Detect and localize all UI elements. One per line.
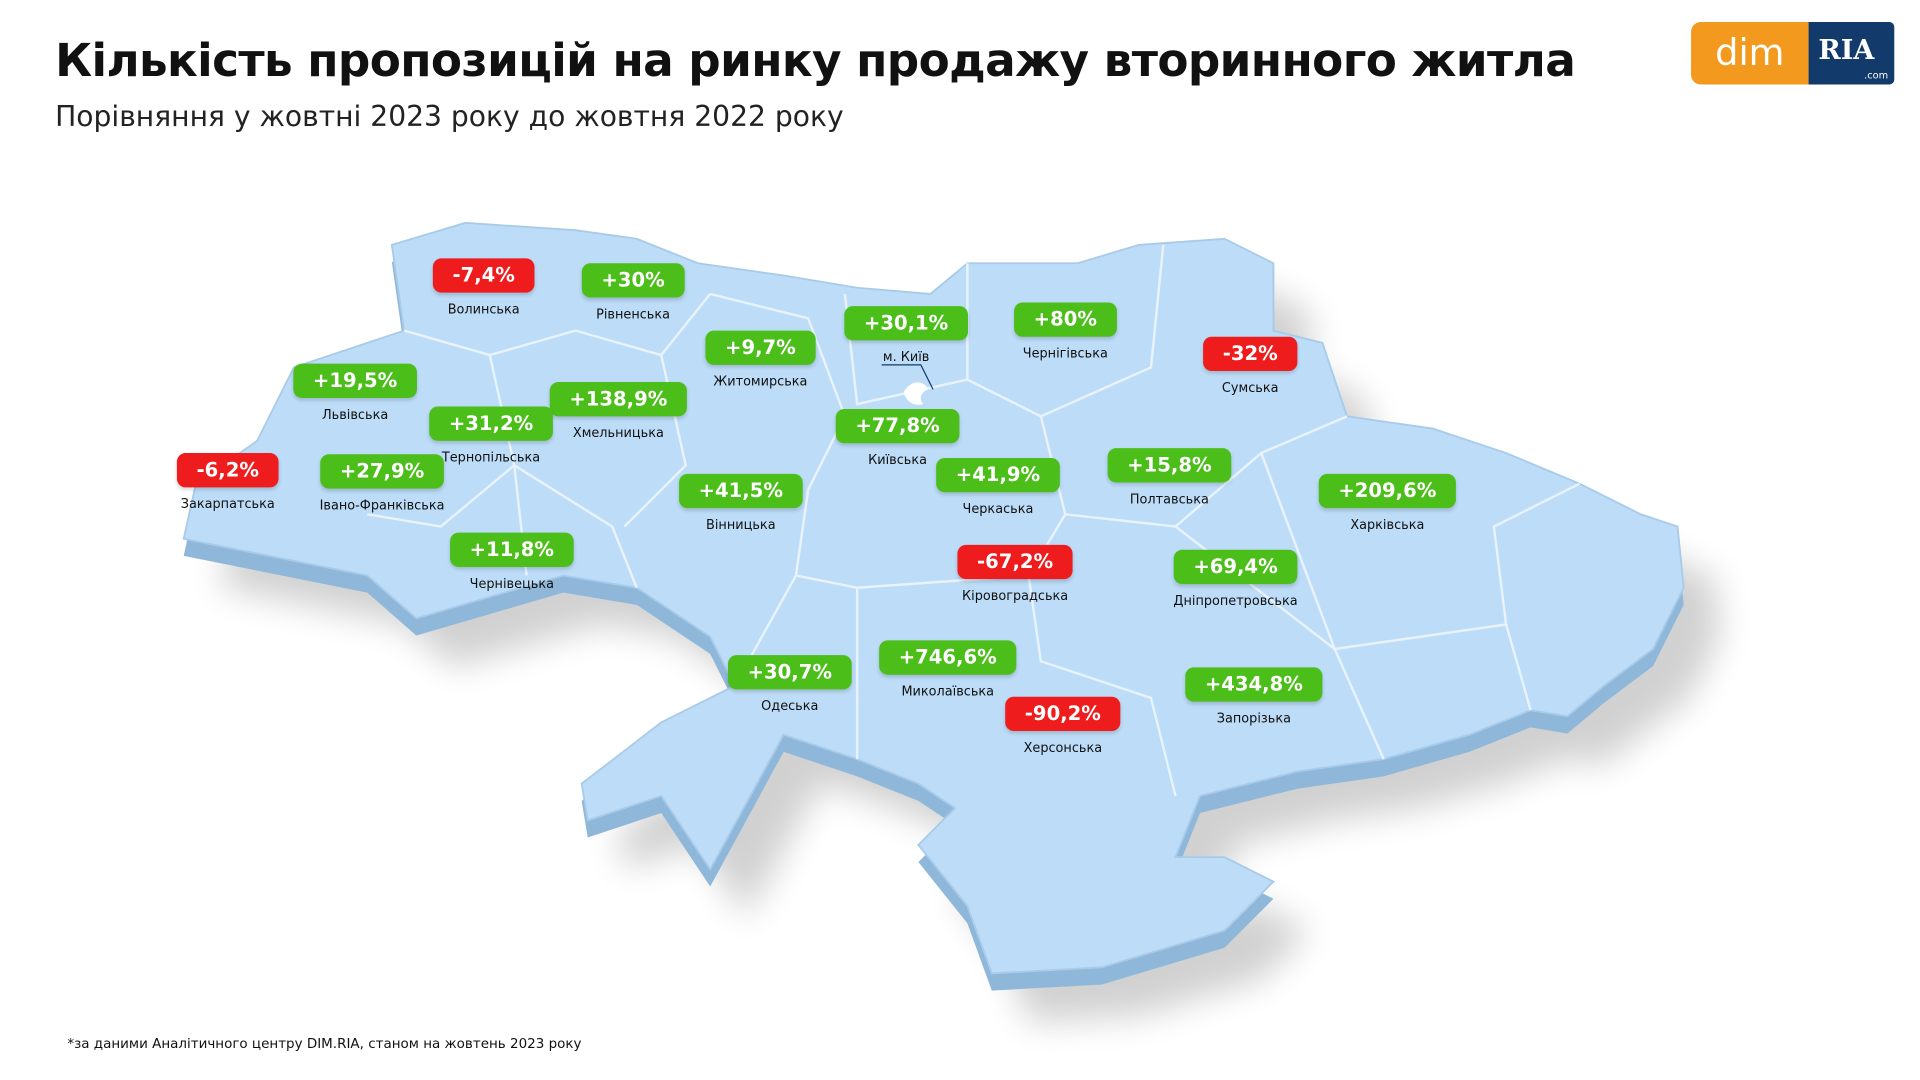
region-name: Хмельницька [572,426,664,441]
region-value: -6,2% [176,453,279,488]
region-name: Кіровоградська [962,588,1069,604]
region-value: +138,9% [549,382,687,417]
region-value: +9,7% [705,330,816,365]
region-value: +209,6% [1318,473,1456,509]
region-name: м. Київ [882,350,930,365]
region-value: +434,8% [1185,667,1323,702]
subtitle: Порівняння у жовтні 2023 року до жовтня … [55,101,844,134]
region-value: +27,9% [320,454,444,489]
region-name: Черкаська [962,502,1034,517]
title: Кількість пропозицій на ринку продажу вт… [55,34,1576,87]
region-value: +746,6% [879,640,1017,675]
region-name: Київська [868,453,928,468]
region-value: +30% [581,263,685,298]
region-name: Рівненська [596,307,671,323]
logo-ria: RIA .com [1808,22,1895,85]
region-value: -32% [1203,336,1298,372]
kyiv-marker [903,382,929,405]
footnote: *за даними Аналітичного центру DIM.RIA, … [67,1035,582,1052]
region-name: Одеська [761,699,819,714]
region-value: +69,4% [1173,549,1298,585]
region-value: +30,1% [844,306,968,341]
region-value: +41,9% [936,457,1060,493]
region-name: Львівська [321,407,389,423]
region-name: Закарпатська [180,497,275,512]
region-name: Миколаївська [901,684,995,700]
region-value: +15,8% [1107,448,1232,483]
region-name: Волинська [447,302,520,318]
region-name: Сумська [1221,380,1279,396]
region-name: Харківська [1350,517,1425,533]
region-name: Чернігівська [1022,346,1108,362]
logo: dim RIA .com [1691,22,1895,85]
logo-com: .com [1864,69,1889,81]
logo-ria-text: RIA [1818,34,1875,67]
region-name: Івано-Франківська [319,498,445,514]
region-name: Полтавська [1129,492,1209,507]
region-name: Дніпропетровська [1173,593,1298,609]
region-value: +77,8% [835,408,960,444]
country [182,221,1721,1023]
region-value: -7,4% [432,258,535,293]
region-value: -67,2% [957,544,1073,580]
region-value: +31,2% [429,406,553,441]
region-name: Вінницька [706,517,776,533]
region-name: Тернопільська [441,450,541,466]
region-value: +30,7% [728,655,852,690]
region-value: +41,5% [679,473,803,509]
region-value: +19,5% [293,363,417,398]
logo-dim: dim [1691,22,1809,85]
region-value: +11,8% [450,532,574,567]
region-name: Херсонська [1023,740,1103,756]
region-value: -90,2% [1005,696,1121,732]
kyiv-pointer [881,364,934,390]
region-value: +80% [1014,302,1117,337]
region-name: Житомирська [713,374,808,390]
region-name: Чернівецька [469,576,555,592]
region-name: Запорізька [1216,711,1291,727]
